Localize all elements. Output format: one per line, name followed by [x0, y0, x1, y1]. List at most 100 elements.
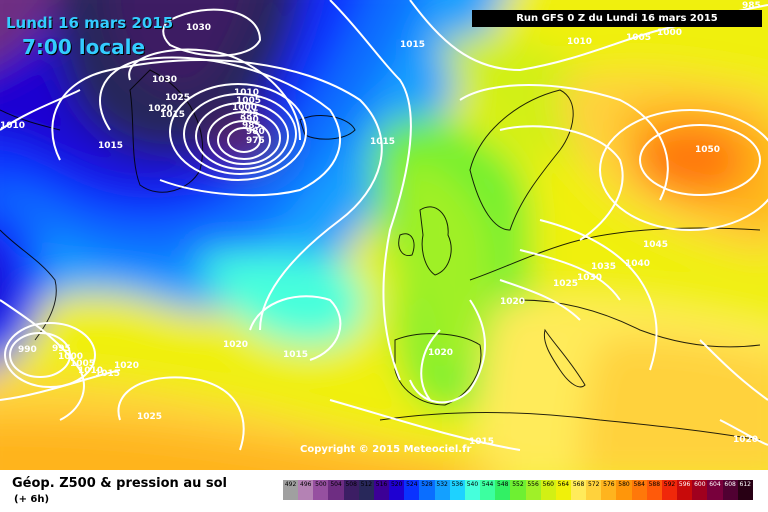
copyright-notice: Copyright © 2015 Meteociel.fr — [300, 444, 472, 455]
isobar-label: 1030 — [577, 273, 602, 283]
color-scale-value: 508 — [345, 481, 357, 488]
color-scale-step: 552 — [510, 480, 526, 500]
isobar-label: 975 — [246, 136, 265, 146]
isobar-label: 990 — [240, 115, 259, 125]
color-scale-value: 500 — [315, 481, 327, 488]
isobar-label: 1010 — [234, 88, 259, 98]
isobar-label: 1030 — [186, 23, 211, 33]
color-scale-step: 500 — [313, 480, 329, 500]
color-scale-step: 556 — [525, 480, 541, 500]
color-scale-value: 512 — [360, 481, 373, 488]
isobar-label: 1045 — [643, 240, 668, 250]
isobar-label: 990 — [18, 345, 37, 355]
isobars — [0, 0, 768, 450]
color-scale-step: 584 — [631, 480, 647, 500]
color-scale-value: 588 — [648, 481, 661, 488]
isobar-label: 1020 — [148, 104, 173, 114]
forecast-date: Lundi 16 mars 2015 — [6, 14, 174, 32]
color-scale-value: 596 — [678, 481, 691, 488]
color-scale-step: 540 — [464, 480, 481, 500]
color-scale-step: 536 — [449, 480, 465, 500]
color-scale-step: 592 — [661, 480, 678, 500]
isobar-label: 980 — [246, 127, 265, 137]
italy — [543, 328, 586, 388]
color-scale-value: 504 — [330, 481, 342, 488]
color-scale-step: 504 — [328, 480, 344, 500]
isobar-labels: 1030 1030 1025 1020 1015 1015 1010 1010 … — [0, 1, 761, 447]
isobar-label: 1015 — [160, 110, 185, 120]
isobar-label: 1010 — [78, 366, 103, 376]
color-scale-value: 560 — [542, 481, 554, 488]
isobar-label: 1020 — [500, 297, 525, 307]
isobar-label: 1015 — [469, 437, 494, 447]
color-scale-step: 608 — [722, 480, 738, 500]
color-scale-step: 508 — [343, 480, 359, 500]
color-scale-step: 576 — [601, 480, 617, 500]
scandinavia — [469, 89, 574, 231]
color-scale-value: 536 — [451, 481, 464, 488]
color-scale-step: 572 — [586, 480, 602, 500]
color-scale-value: 604 — [709, 481, 721, 488]
isobar-label: 1025 — [165, 93, 190, 103]
color-scale-step: 588 — [646, 480, 662, 500]
isobar-label: 1000 — [657, 28, 682, 38]
isobar-label: 1025 — [137, 412, 162, 422]
isobar-label: 1005 — [70, 359, 95, 369]
isobar-label: 1025 — [553, 279, 578, 289]
isobar-label: 1015 — [95, 369, 120, 379]
weather-map: 1030 1030 1025 1020 1015 1015 1010 1010 … — [0, 0, 768, 470]
color-scale-value: 576 — [603, 481, 615, 488]
british-isles — [398, 206, 452, 276]
color-scale-step: 564 — [555, 480, 571, 500]
color-scale-step: 516 — [373, 480, 390, 500]
color-scale-value: 600 — [694, 481, 706, 488]
color-scale-step: 580 — [616, 480, 632, 500]
color-scale-value: 496 — [300, 481, 312, 488]
color-scale-value: 516 — [375, 481, 388, 488]
color-scale-value: 608 — [724, 481, 736, 488]
isobar-label: 1020 — [733, 435, 758, 445]
isobar-label: 1000 — [58, 352, 83, 362]
isobar-label: 1010 — [567, 37, 592, 47]
color-scale-value: 612 — [739, 481, 751, 488]
model-run-info: Run GFS 0 Z du Lundi 16 mars 2015 — [472, 10, 762, 27]
color-scale-step: 520 — [389, 480, 405, 500]
color-scale-step: 604 — [707, 480, 723, 500]
isobar-label: 1000 — [232, 103, 257, 113]
color-scale-step: 532 — [434, 480, 450, 500]
color-scale-value: 580 — [618, 481, 630, 488]
color-scale-value: 492 — [284, 481, 297, 488]
isobar-label: 995 — [240, 109, 259, 119]
iceland-coast — [299, 114, 356, 140]
color-scale-value: 552 — [512, 481, 524, 488]
color-scale-value: 556 — [527, 481, 539, 488]
color-scale-value: 568 — [572, 481, 585, 488]
isobar-label: 1030 — [152, 75, 177, 85]
color-scale-step: 544 — [480, 480, 496, 500]
color-scale-step: 512 — [358, 480, 374, 500]
color-scale-value: 540 — [466, 481, 479, 488]
isobar-label: 1020 — [428, 348, 453, 358]
color-scale-value: 592 — [663, 481, 676, 488]
greenland-coast — [129, 69, 204, 193]
isobar-label: 1015 — [98, 141, 123, 151]
isobar-label: 1020 — [223, 340, 248, 350]
forecast-range: (+ 6h) — [14, 494, 50, 505]
isobar-label: 985 — [242, 121, 261, 131]
isobar-label: 1050 — [695, 145, 720, 155]
color-scale-value: 584 — [633, 481, 645, 488]
color-scale-step: 524 — [404, 480, 420, 500]
isobar-label: 1005 — [626, 33, 651, 43]
legend-bar: Géop. Z500 & pression au sol (+ 6h) 492 4… — [0, 470, 768, 512]
color-scale-step: 596 — [677, 480, 693, 500]
color-scale-value: 524 — [406, 481, 418, 488]
isobar-label: 1005 — [236, 96, 261, 106]
legend-title: Géop. Z500 & pression au sol — [12, 476, 227, 491]
color-scale-value: 564 — [557, 481, 570, 488]
color-scale-value: 572 — [587, 481, 600, 488]
color-scale: 492 496 500 504 508 512 516 520 524 528 532 536 540 5… — [283, 480, 753, 500]
isobar-label: 995 — [52, 344, 71, 354]
color-scale-step: 600 — [692, 480, 708, 500]
color-scale-step: 568 — [570, 480, 587, 500]
isobar-label: 1015 — [370, 137, 395, 147]
